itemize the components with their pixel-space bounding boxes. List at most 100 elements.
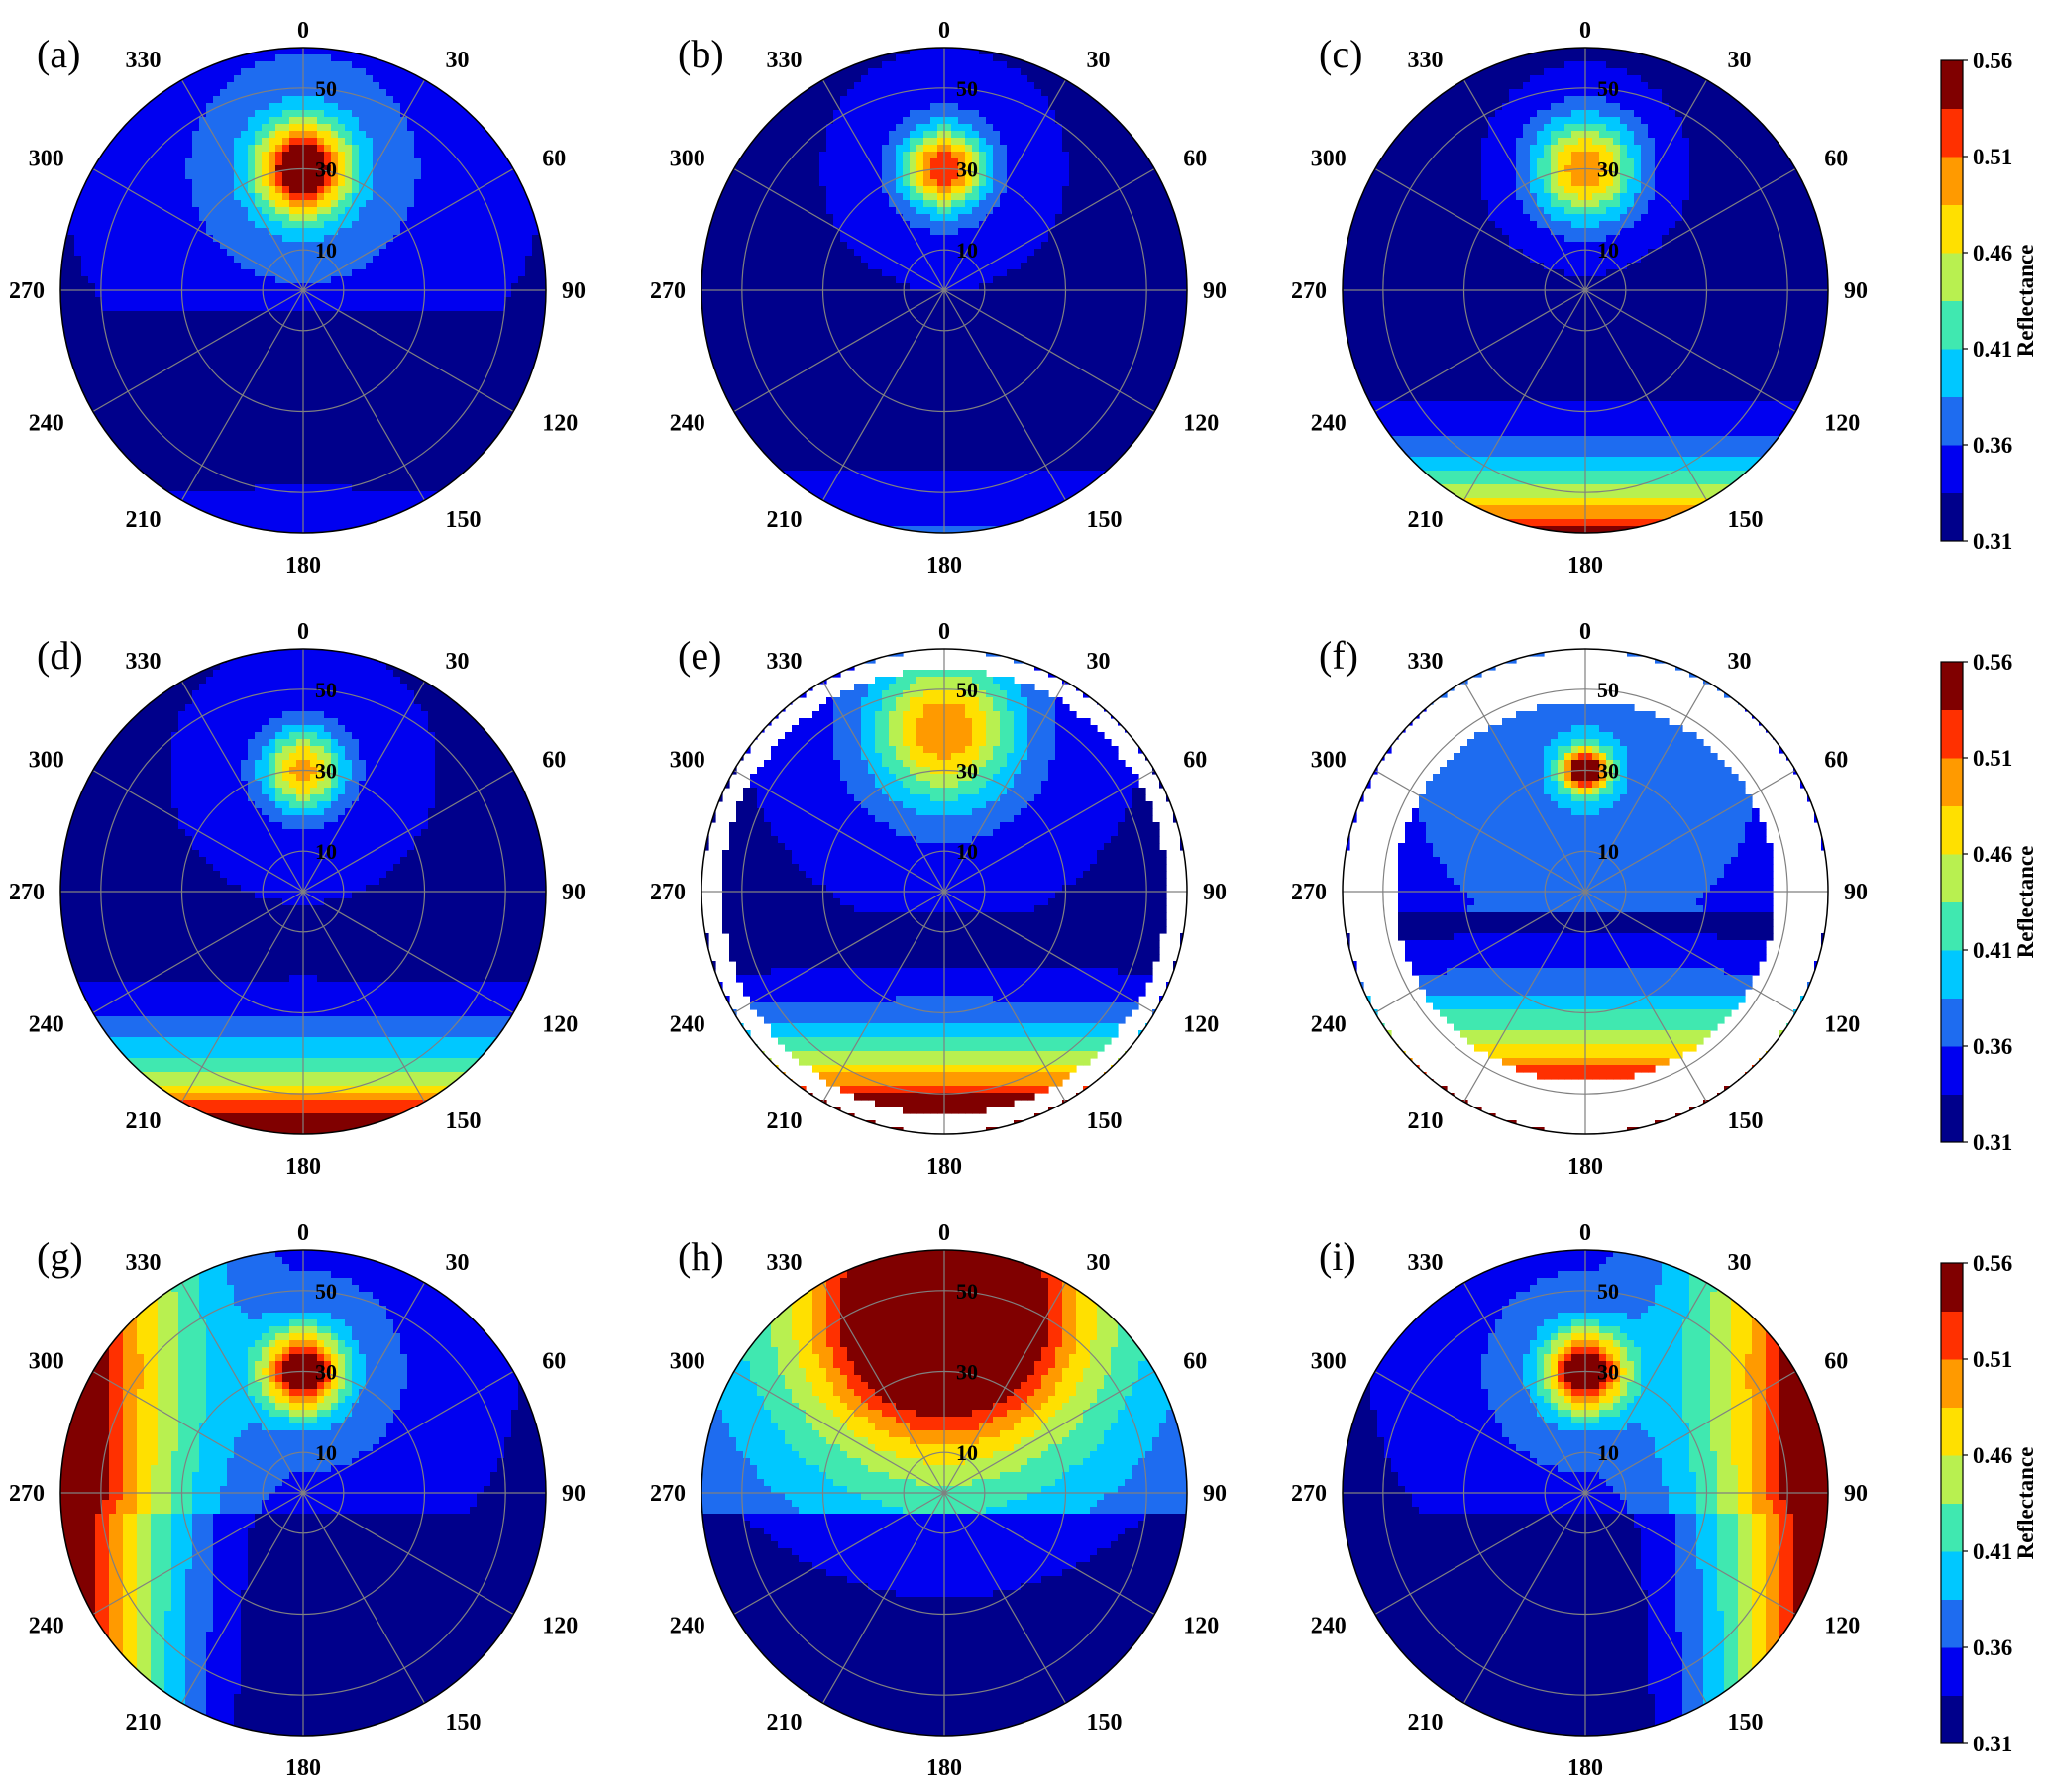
- azimuth-spoke: [302, 167, 514, 291]
- colorbar-tick-label: 0.56: [1973, 49, 2012, 73]
- azimuth-label: 270: [1291, 1481, 1327, 1507]
- colorbar-band: [1941, 157, 1963, 205]
- colorbar-tick-label: 0.51: [1973, 746, 2012, 771]
- azimuth-spoke: [1462, 681, 1586, 893]
- azimuth-spoke: [1584, 1370, 1796, 1494]
- colorbar-band: [1941, 108, 1963, 158]
- azimuth-label: 60: [1183, 1349, 1207, 1375]
- azimuth-spoke: [92, 1492, 304, 1616]
- azimuth-label: 270: [9, 278, 45, 304]
- azimuth-spoke: [92, 769, 304, 893]
- azimuth-spoke: [733, 1492, 945, 1616]
- azimuth-spoke: [1584, 1282, 1708, 1494]
- azimuth-spoke: [943, 289, 1155, 413]
- azimuth-spoke: [1584, 79, 1708, 291]
- azimuth-label: 300: [670, 147, 705, 172]
- zenith-label: 10: [1597, 1440, 1619, 1465]
- azimuth-spoke: [1462, 79, 1586, 291]
- azimuth-label: 300: [1311, 1349, 1347, 1375]
- polar-panel: 10 30 50 0 30 60 90 120 150 180 210 240 270 300 330 (a): [9, 18, 586, 579]
- zenith-label: 50: [1597, 678, 1619, 702]
- azimuth-label: 270: [9, 1481, 45, 1507]
- colorbar-tick-label: 0.41: [1973, 337, 2012, 362]
- azimuth-spoke: [943, 891, 1067, 1103]
- azimuth-label: 90: [1844, 1481, 1868, 1507]
- azimuth-spoke: [821, 1282, 945, 1494]
- azimuth-spoke: [180, 289, 304, 501]
- polar-outline: [1342, 1249, 1829, 1737]
- azimuth-spoke: [180, 1492, 304, 1704]
- azimuth-label: 180: [285, 1154, 321, 1180]
- azimuth-label: 240: [1311, 1012, 1347, 1038]
- colorbar-band: [1941, 1046, 1963, 1095]
- azimuth-spoke: [302, 1370, 514, 1494]
- azimuth-label: 270: [1291, 278, 1327, 304]
- colorbar: 0.31 0.36 0.41 0.46 0.51 0.56 Reflectance: [1940, 650, 2038, 1155]
- polar-grid: [701, 48, 1187, 533]
- colorbar-band: [1941, 1407, 1963, 1456]
- colorbar-band: [1941, 445, 1963, 493]
- azimuth-label: 30: [446, 1250, 470, 1276]
- zenith-label: 30: [1597, 1360, 1619, 1385]
- zenith-label: 50: [1597, 76, 1619, 101]
- azimuth-spoke: [733, 891, 945, 1014]
- colorbar-band: [1941, 204, 1963, 254]
- azimuth-label: 120: [1183, 411, 1219, 437]
- azimuth-label: 150: [1087, 507, 1123, 533]
- azimuth-label: 150: [1728, 507, 1764, 533]
- azimuth-label: 90: [562, 1481, 586, 1507]
- azimuth-label: 180: [926, 553, 962, 579]
- azimuth-spoke: [821, 681, 945, 893]
- zenith-label: 10: [956, 839, 978, 864]
- azimuth-label: 120: [1824, 411, 1860, 437]
- colorbar-band: [1941, 950, 1963, 999]
- azimuth-spoke: [180, 79, 304, 291]
- azimuth-label: 330: [767, 48, 803, 73]
- panel-label: (g): [37, 1234, 83, 1279]
- azimuth-spoke: [1584, 167, 1796, 291]
- azimuth-spoke: [1462, 289, 1586, 501]
- colorbar: 0.31 0.36 0.41 0.46 0.51 0.56 Reflectance: [1940, 49, 2038, 554]
- azimuth-label: 120: [542, 411, 578, 437]
- polar-panel: 10 30 50 0 30 60 90 120 150 180 210 240 270 300 330 (i): [1291, 1220, 1868, 1781]
- azimuth-label: 180: [285, 1755, 321, 1781]
- azimuth-spoke: [943, 79, 1067, 291]
- azimuth-spoke: [1584, 891, 1796, 1014]
- azimuth-spoke: [180, 891, 304, 1103]
- colorbar-tick-label: 0.31: [1973, 1130, 2012, 1155]
- azimuth-label: 210: [126, 507, 162, 533]
- azimuth-label: 150: [1728, 1710, 1764, 1736]
- azimuth-label: 90: [1844, 880, 1868, 905]
- azimuth-spoke: [733, 1370, 945, 1494]
- azimuth-label: 120: [542, 1614, 578, 1639]
- azimuth-label: 330: [1408, 48, 1444, 73]
- zenith-label: 10: [315, 238, 337, 263]
- colorbar-tick-label: 0.36: [1973, 1635, 2012, 1660]
- zenith-label: 30: [315, 759, 337, 784]
- azimuth-spoke: [1462, 891, 1586, 1103]
- azimuth-label: 30: [446, 48, 470, 73]
- azimuth-label: 60: [1183, 147, 1207, 172]
- colorbar-band: [1941, 253, 1963, 301]
- polar-grid: [701, 649, 1187, 1134]
- colorbar-band: [1941, 1551, 1963, 1600]
- colorbar-tick-label: 0.51: [1973, 1347, 2012, 1372]
- azimuth-label: 330: [126, 1250, 162, 1276]
- colorbar-band: [1941, 1695, 1963, 1744]
- azimuth-spoke: [943, 769, 1155, 893]
- azimuth-label: 60: [542, 1349, 566, 1375]
- azimuth-label: 0: [938, 18, 950, 44]
- azimuth-spoke: [302, 681, 426, 893]
- azimuth-spoke: [302, 1282, 426, 1494]
- zenith-label: 30: [1597, 759, 1619, 784]
- azimuth-label: 270: [650, 1481, 686, 1507]
- azimuth-label: 0: [938, 619, 950, 645]
- azimuth-label: 150: [1087, 1710, 1123, 1736]
- zenith-label: 50: [1597, 1279, 1619, 1304]
- azimuth-spoke: [1374, 769, 1586, 893]
- azimuth-label: 150: [1728, 1108, 1764, 1134]
- azimuth-spoke: [821, 79, 945, 291]
- azimuth-spoke: [943, 891, 1155, 1014]
- zenith-label: 50: [956, 1279, 978, 1304]
- azimuth-label: 120: [542, 1012, 578, 1038]
